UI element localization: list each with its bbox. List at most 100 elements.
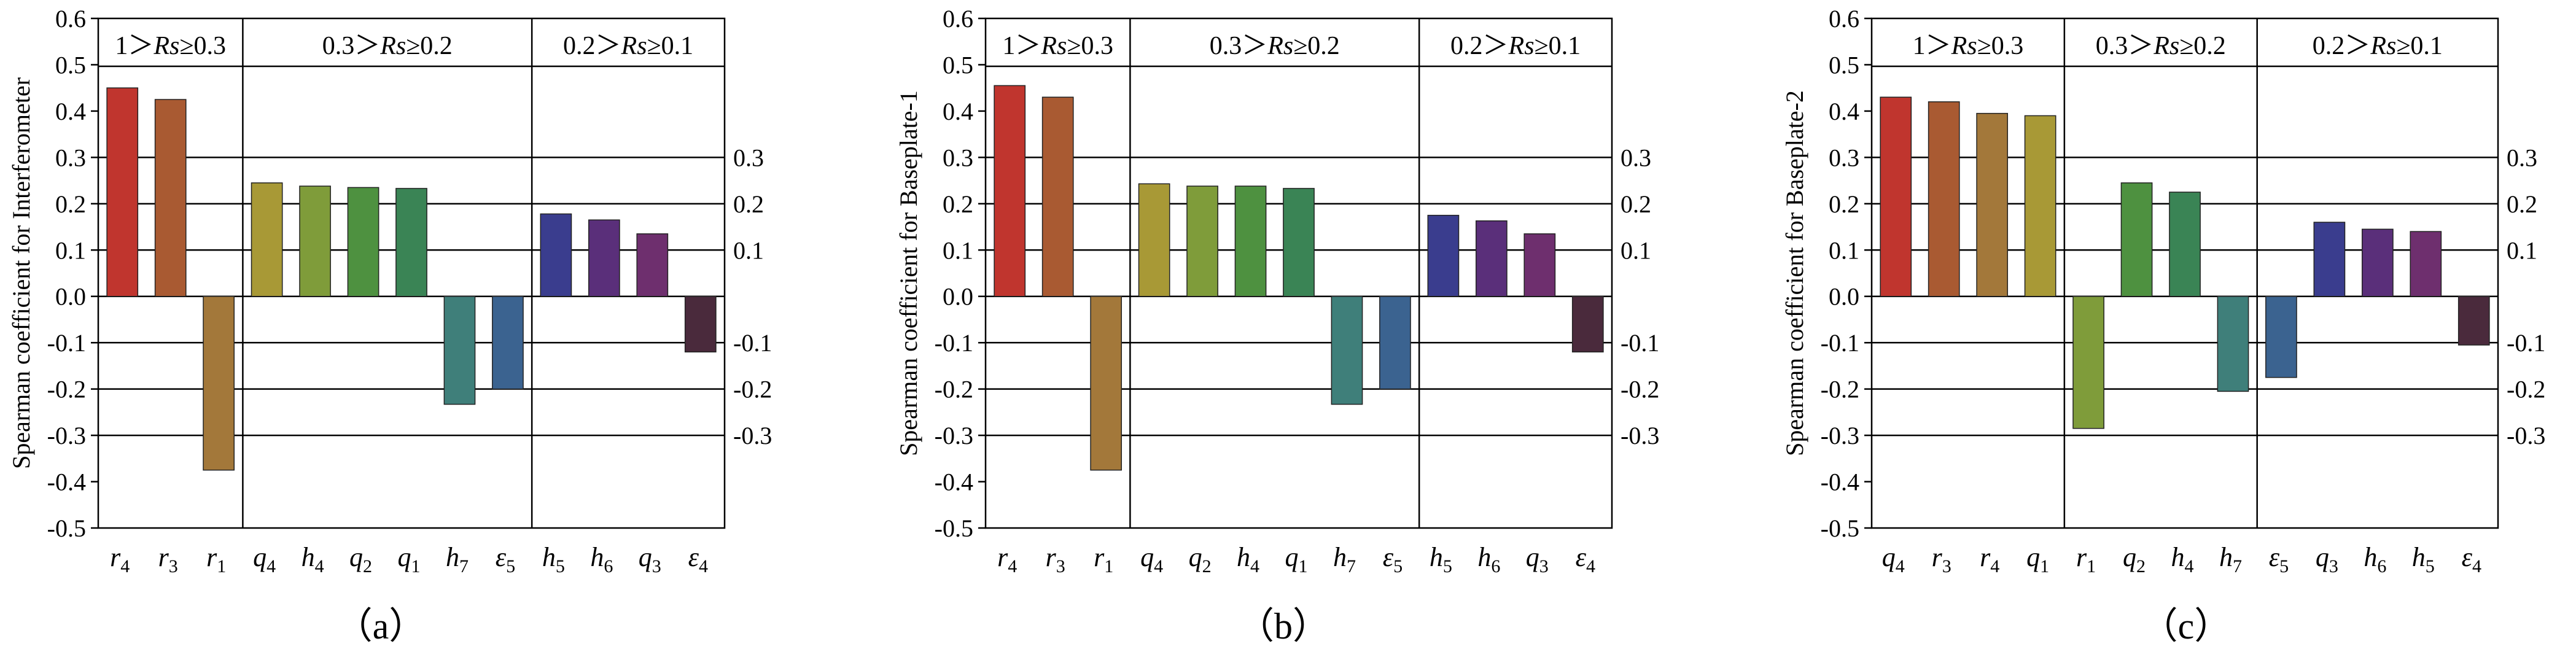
y-tick-label: -0.3 bbox=[935, 422, 973, 449]
category-label: ε5 bbox=[2269, 542, 2289, 577]
right-tick-label: -0.3 bbox=[2507, 422, 2545, 449]
category-label: ε5 bbox=[1383, 542, 1403, 577]
y-tick-label: 0.1 bbox=[943, 236, 973, 264]
bar bbox=[1186, 185, 1218, 297]
y-tick-label: 0.1 bbox=[55, 236, 86, 264]
category-label: r3 bbox=[1932, 542, 1951, 577]
bar bbox=[1427, 214, 1460, 297]
category-label: q2 bbox=[2123, 542, 2146, 577]
group-label: 0.2＞Rs≥0.1 bbox=[563, 32, 693, 60]
y-tick-label: 0.2 bbox=[943, 190, 973, 218]
group-label: 0.3＞Rs≥0.2 bbox=[1210, 32, 1340, 60]
right-tick-label: -0.1 bbox=[2507, 329, 2545, 357]
right-tick-label: 0.3 bbox=[2507, 144, 2537, 171]
bar bbox=[1283, 188, 1315, 297]
bar bbox=[395, 188, 427, 297]
y-tick-label: 0.5 bbox=[1829, 51, 1859, 79]
y-tick-label: 0.2 bbox=[55, 190, 86, 218]
y-axis-label: Spearman coefficient for Baseplate-1 bbox=[895, 90, 922, 456]
group-label: 0.3＞Rs≥0.2 bbox=[322, 32, 453, 60]
y-tick-label: 0.3 bbox=[1829, 144, 1859, 171]
y-tick-label: -0.5 bbox=[935, 514, 973, 542]
right-tick-label: 0.1 bbox=[733, 236, 764, 264]
category-label: h6 bbox=[2364, 542, 2386, 577]
bar bbox=[2120, 182, 2153, 297]
bar bbox=[299, 185, 331, 297]
y-tick-label: 0.4 bbox=[1829, 98, 1859, 125]
chart-panel-3: 1＞Rs≥0.3 0.3＞Rs≥0.2 0.2＞Rs≥0.1 q4 r3 r4 q1 r1 q2… bbox=[1781, 5, 2545, 646]
right-tick-label: 0.1 bbox=[2507, 236, 2537, 264]
bar bbox=[2217, 295, 2249, 392]
category-label: h5 bbox=[1430, 542, 1452, 577]
bar bbox=[347, 187, 379, 297]
category-label: h5 bbox=[2412, 542, 2435, 577]
y-axis-label: Spearman coefficient for Baseplate-2 bbox=[1781, 90, 1808, 456]
bar bbox=[1928, 101, 1960, 297]
y-tick-label: 0.3 bbox=[55, 144, 86, 171]
category-label: ε4 bbox=[2462, 542, 2481, 577]
plot-frame bbox=[97, 17, 726, 529]
category-label: q4 bbox=[1882, 542, 1905, 577]
category-label: ε5 bbox=[496, 542, 515, 577]
bar bbox=[2169, 192, 2201, 297]
right-tick-label: -0.2 bbox=[2507, 376, 2545, 403]
category-label: q3 bbox=[1526, 542, 1549, 577]
y-tick-label: 0.0 bbox=[55, 283, 86, 311]
bar bbox=[540, 213, 572, 297]
y-tick-label: 0.6 bbox=[943, 5, 973, 33]
bar bbox=[1976, 112, 2009, 297]
category-label: q1 bbox=[2026, 542, 2049, 577]
y-tick-label: 0.6 bbox=[55, 5, 86, 33]
y-tick-label: 0.0 bbox=[1829, 283, 1859, 311]
bar bbox=[1880, 96, 1912, 297]
bar bbox=[636, 233, 669, 297]
right-tick-label: 0.2 bbox=[1621, 190, 1651, 218]
bar bbox=[1523, 233, 1556, 297]
category-label: r3 bbox=[158, 542, 178, 577]
y-tick-label: -0.2 bbox=[935, 376, 973, 403]
bar bbox=[2024, 115, 2057, 297]
bar bbox=[1331, 295, 1363, 405]
right-tick-label: -0.2 bbox=[1621, 376, 1659, 403]
y-tick-label: -0.4 bbox=[935, 468, 973, 496]
category-label: h6 bbox=[590, 542, 613, 577]
group-label: 1＞Rs≥0.3 bbox=[1913, 32, 2024, 60]
category-label: r4 bbox=[110, 542, 130, 577]
panel-caption: （a） bbox=[336, 606, 426, 646]
y-tick-label: 0.0 bbox=[943, 283, 973, 311]
category-label: r4 bbox=[997, 542, 1017, 577]
bar bbox=[684, 295, 717, 353]
chart-panel-2: 1＞Rs≥0.3 0.3＞Rs≥0.2 0.2＞Rs≥0.1 r4 r3 r1 q4 q2 h4… bbox=[895, 5, 1659, 646]
right-tick-label: -0.3 bbox=[1621, 422, 1659, 449]
y-axis-label: Spearman coefficient for Interferometer bbox=[7, 77, 35, 469]
y-tick-label: -0.2 bbox=[47, 376, 86, 403]
category-label: h4 bbox=[302, 542, 324, 577]
y-tick-label: -0.1 bbox=[1821, 329, 1859, 357]
y-tick-label: 0.3 bbox=[943, 144, 973, 171]
bar bbox=[1041, 96, 1074, 297]
bar bbox=[994, 85, 1026, 297]
right-tick-label: -0.1 bbox=[733, 329, 772, 357]
group-label: 1＞Rs≥0.3 bbox=[1002, 32, 1113, 60]
bar bbox=[492, 295, 524, 390]
plot-frame bbox=[984, 17, 1613, 529]
plot-frame bbox=[1870, 17, 2499, 529]
bar bbox=[2313, 222, 2346, 297]
category-label: h6 bbox=[1477, 542, 1500, 577]
group-label: 1＞Rs≥0.3 bbox=[115, 32, 226, 60]
category-label: r1 bbox=[206, 542, 226, 577]
bar bbox=[443, 295, 476, 405]
group-label: 0.2＞Rs≥0.1 bbox=[2313, 32, 2443, 60]
y-tick-label: 0.4 bbox=[943, 98, 973, 125]
y-tick-label: -0.1 bbox=[935, 329, 973, 357]
right-tick-label: -0.3 bbox=[733, 422, 772, 449]
category-label: q3 bbox=[2316, 542, 2338, 577]
category-label: q1 bbox=[1285, 542, 1308, 577]
category-label: q2 bbox=[349, 542, 372, 577]
y-tick-label: 0.6 bbox=[1829, 5, 1859, 33]
bar bbox=[1475, 220, 1508, 297]
category-label: q2 bbox=[1189, 542, 1212, 577]
category-label: h7 bbox=[2219, 542, 2242, 577]
bar bbox=[1234, 185, 1267, 297]
right-tick-label: -0.2 bbox=[733, 376, 772, 403]
